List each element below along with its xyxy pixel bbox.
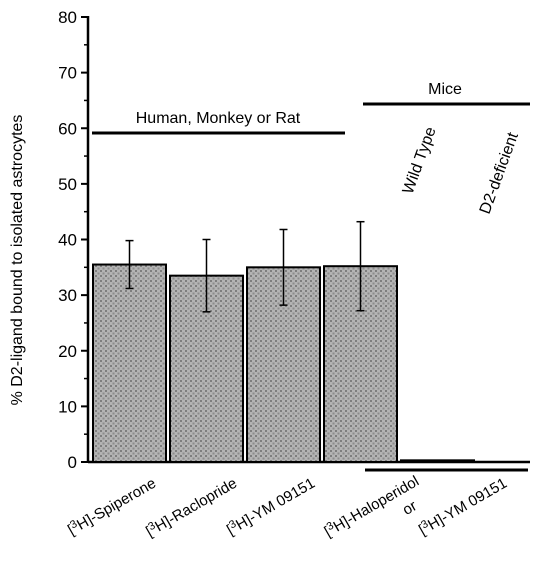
- y-axis-label: % D2-ligand bound to isolated astrocytes: [9, 115, 26, 406]
- category-labels: [3H]-Spiperone[3H]-Raclopride[3H]-YM 091…: [65, 473, 510, 541]
- bar-0: [92, 263, 167, 463]
- y-tick-label: 80: [58, 8, 77, 27]
- category-label-4: [3H]-YM 09151: [416, 474, 510, 539]
- y-tick-label: 0: [68, 453, 77, 472]
- y-tick-label: 10: [58, 397, 77, 416]
- y-tick-label: 60: [58, 119, 77, 138]
- category-label-2: [3H]-YM 09151: [224, 474, 318, 539]
- y-tick-label: 20: [58, 342, 77, 361]
- wild-type-label: Wild Type: [400, 125, 440, 197]
- d2-deficient-label: D2-deficient: [477, 130, 522, 217]
- category-connector-or: or: [400, 497, 420, 518]
- species-group-label: Human, Monkey or Rat: [136, 110, 301, 127]
- y-tick-label: 30: [58, 286, 77, 305]
- bar-4: [400, 459, 475, 463]
- y-tick-label: 50: [58, 175, 77, 194]
- y-tick-label: 40: [58, 231, 77, 250]
- y-tick-label: 70: [58, 64, 77, 83]
- category-label-1: [3H]-Raclopride: [143, 474, 240, 541]
- error-bars: [125, 220, 365, 313]
- mice-group-label: Mice: [428, 81, 462, 98]
